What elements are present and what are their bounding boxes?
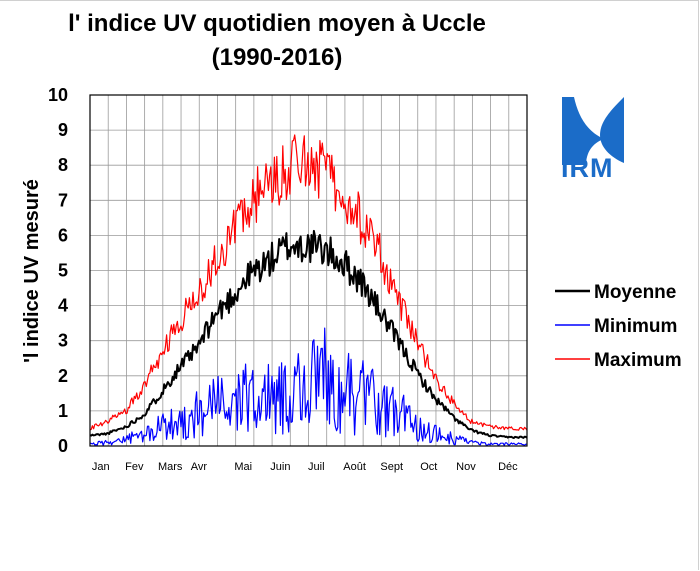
y-axis-label: 'l indice UV mesuré (21, 179, 43, 363)
y-tick-label: 1 (58, 401, 68, 421)
x-tick-label: Nov (456, 461, 476, 473)
logo-text: IRM (561, 153, 614, 183)
y-tick-label: 9 (58, 120, 68, 140)
x-tick-label: Avr (191, 461, 208, 473)
x-tick-label: Déc (498, 461, 518, 473)
x-axis-month-labels: Jan Fev Mars Avr Mai Juin Juil Août Sept Oct Nov Dé… (92, 461, 518, 473)
plot-area (89, 94, 528, 447)
series-line-maximum (89, 134, 528, 431)
y-tick-label: 2 (58, 366, 68, 386)
plot-border (89, 94, 528, 447)
x-tick-label: Mars (158, 461, 183, 473)
x-tick-label: Mai (234, 461, 252, 473)
chart-title: l' indice UV quotidien moyen à Uccle (68, 10, 486, 37)
x-tick-label: Oct (420, 461, 437, 473)
x-tick-label: Sept (380, 461, 403, 473)
x-tick-label: Jan (92, 461, 110, 473)
x-tick-label: Fev (125, 461, 144, 473)
y-tick-label: 5 (58, 261, 68, 281)
y-tick-label: 8 (58, 155, 68, 175)
series-line-minimum (89, 327, 528, 446)
chart-subtitle: (1990-2016) (212, 44, 343, 71)
legend-label: Maximum (594, 350, 682, 371)
y-tick-label: 0 (58, 436, 68, 456)
legend-label: Moyenne (594, 282, 676, 303)
y-tick-label: 4 (58, 296, 68, 316)
legend-label: Minimum (594, 316, 677, 337)
y-tick-label: 10 (48, 85, 68, 105)
y-tick-label: 7 (58, 190, 68, 210)
irm-logo: IRM (561, 97, 624, 183)
y-tick-label: 3 (58, 331, 68, 351)
y-axis-ticks: 0 1 2 3 4 5 6 7 8 9 10 (48, 85, 68, 456)
y-tick-label: 6 (58, 225, 68, 245)
x-tick-label: Juin (270, 461, 290, 473)
legend: Moyenne Minimum Maximum (555, 282, 682, 371)
logo-left-shape (562, 97, 604, 165)
x-tick-label: Juil (308, 461, 325, 473)
series-layer (89, 134, 528, 446)
series-line-moyenne (89, 229, 528, 439)
x-tick-label: Août (343, 461, 366, 473)
logo-right-shape (600, 97, 624, 163)
